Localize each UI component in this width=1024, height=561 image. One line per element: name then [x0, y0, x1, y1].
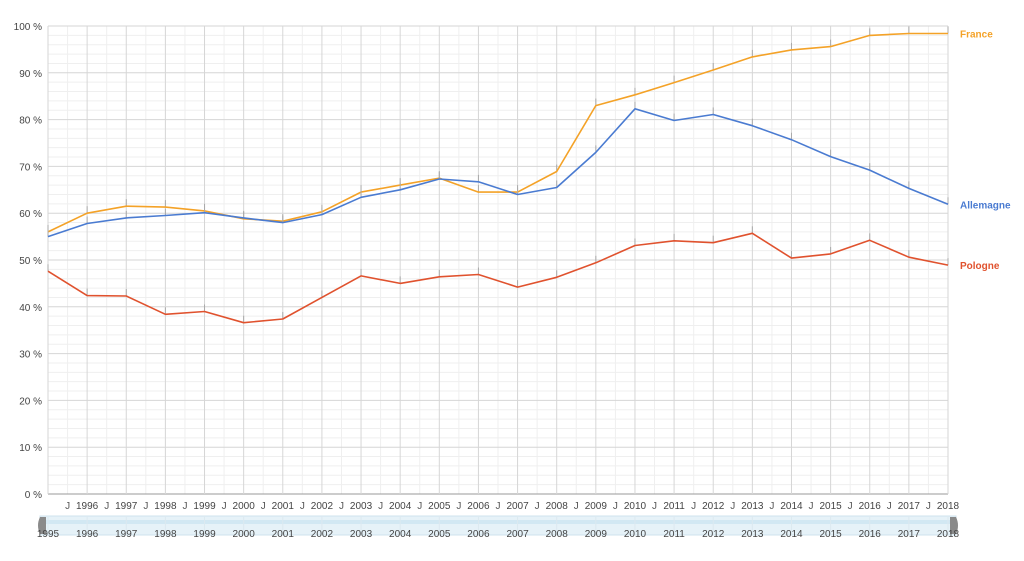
- range-navigator[interactable]: 1995 1996 1997 1998 1999 2000 2001 2002 2003 2004…: [37, 515, 960, 540]
- navigator-tick-label: 1999: [193, 529, 216, 540]
- x-tick-label: 2007: [506, 501, 529, 512]
- x-minor-label: J: [691, 501, 696, 512]
- x-tick-label: 2008: [546, 501, 569, 512]
- x-minor-label: J: [104, 501, 109, 512]
- x-tick-label: 1999: [193, 501, 216, 512]
- y-tick-label: 80 %: [19, 116, 42, 127]
- navigator-tick-label: 1996: [76, 529, 99, 540]
- x-tick-label: 2011: [663, 501, 685, 512]
- navigator-tick-label: 2009: [585, 529, 608, 540]
- navigator-tick-label: 1995: [37, 529, 60, 540]
- x-minor-label: J: [887, 501, 892, 512]
- x-tick-label: 2005: [428, 501, 451, 512]
- x-tick-label: 2013: [741, 501, 764, 512]
- x-minor-label: J: [300, 501, 305, 512]
- grid-lines: [47, 25, 949, 495]
- series-line-allemagne: [47, 108, 949, 238]
- y-tick-label: 10 %: [19, 443, 42, 454]
- y-tick-label: 0 %: [25, 490, 42, 501]
- navigator-tick-label: 2005: [428, 529, 451, 540]
- x-tick-label: 1996: [76, 501, 99, 512]
- x-minor-label: J: [261, 501, 266, 512]
- x-tick-label: 2016: [859, 501, 882, 512]
- navigator-tick-label: 2016: [859, 529, 882, 540]
- navigator-tick-label: 2008: [546, 529, 569, 540]
- navigator-tick-label: 1997: [115, 529, 138, 540]
- x-minor-label: J: [574, 501, 579, 512]
- x-tick-label: 2015: [819, 501, 842, 512]
- x-tick-label: 2018: [937, 501, 960, 512]
- navigator-tick-label: 2001: [272, 529, 295, 540]
- y-tick-label: 40 %: [19, 303, 42, 314]
- x-minor-label: J: [769, 501, 774, 512]
- navigator-tick-label: 2017: [898, 529, 921, 540]
- navigator-tick-label: 2015: [819, 529, 842, 540]
- x-tick-label: 2009: [585, 501, 608, 512]
- x-minor-label: J: [652, 501, 657, 512]
- x-minor-label: J: [339, 501, 344, 512]
- navigator-tick-label: 2011: [663, 529, 685, 540]
- x-tick-label: 1998: [154, 501, 177, 512]
- x-tick-label: 2010: [624, 501, 647, 512]
- x-minor-label: J: [613, 501, 618, 512]
- navigator-tick-label: 2014: [780, 529, 803, 540]
- x-minor-label: J: [535, 501, 540, 512]
- x-minor-label: J: [456, 501, 461, 512]
- x-minor-label: J: [143, 501, 148, 512]
- x-tick-label: 2000: [233, 501, 256, 512]
- y-tick-label: 90 %: [19, 69, 42, 80]
- series-label: Allemagne: [960, 200, 1011, 211]
- y-axis: 0 % 10 % 20 % 30 % 40 % 50 % 60 % 70 % 80 % 90 % 1…: [14, 22, 42, 501]
- navigator-tick-label: 2013: [741, 529, 764, 540]
- series-labels: France Allemagne Pologne: [960, 29, 1011, 272]
- x-minor-label: J: [222, 501, 227, 512]
- x-minor-label: J: [496, 501, 501, 512]
- navigator-tick-label: 2002: [311, 529, 334, 540]
- y-tick-label: 30 %: [19, 350, 42, 361]
- x-minor-label: J: [730, 501, 735, 512]
- navigator-tick-label: 2010: [624, 529, 647, 540]
- x-minor-label: J: [809, 501, 814, 512]
- navigator-tick-label: 2006: [467, 529, 490, 540]
- x-minor-label: J: [848, 501, 853, 512]
- navigator-tick-label: 2000: [233, 529, 256, 540]
- series-line-pologne: [47, 232, 949, 324]
- navigator-tick-label: 2003: [350, 529, 373, 540]
- y-tick-label: 20 %: [19, 396, 42, 407]
- series-label: France: [960, 29, 993, 40]
- navigator-highlight: [40, 520, 956, 524]
- x-tick-label: 2004: [389, 501, 412, 512]
- x-minor-label: J: [182, 501, 187, 512]
- x-tick-label: 2006: [467, 501, 490, 512]
- series-line-france: [47, 32, 948, 233]
- x-tick-label: 2017: [898, 501, 921, 512]
- navigator-tick-label: 2004: [389, 529, 412, 540]
- x-minor-label: J: [65, 501, 70, 512]
- navigator-right-handle[interactable]: [950, 517, 958, 534]
- y-tick-label: 70 %: [19, 162, 42, 173]
- y-tick-label: 100 %: [14, 22, 42, 33]
- navigator-tick-label: 2018: [937, 529, 960, 540]
- x-tick-label: 2014: [780, 501, 803, 512]
- x-tick-label: 2002: [311, 501, 334, 512]
- x-minor-label: J: [378, 501, 383, 512]
- y-tick-label: 50 %: [19, 256, 42, 267]
- x-minor-label: J: [926, 501, 931, 512]
- navigator-tick-label: 2007: [506, 529, 529, 540]
- x-tick-label: 2012: [702, 501, 725, 512]
- navigator-tick-label: 1998: [154, 529, 177, 540]
- series-lines: [47, 26, 949, 324]
- x-tick-label: 1997: [115, 501, 138, 512]
- x-tick-label: 2003: [350, 501, 373, 512]
- series-label: Pologne: [960, 261, 1000, 272]
- y-tick-label: 60 %: [19, 209, 42, 220]
- x-tick-label: 2001: [272, 501, 295, 512]
- navigator-left-handle[interactable]: [38, 517, 46, 534]
- x-axis: 1996 1997 1998 1999 2000 2001 2002 2003 2004 2005…: [65, 501, 959, 512]
- x-minor-label: J: [417, 501, 422, 512]
- navigator-tick-label: 2012: [702, 529, 725, 540]
